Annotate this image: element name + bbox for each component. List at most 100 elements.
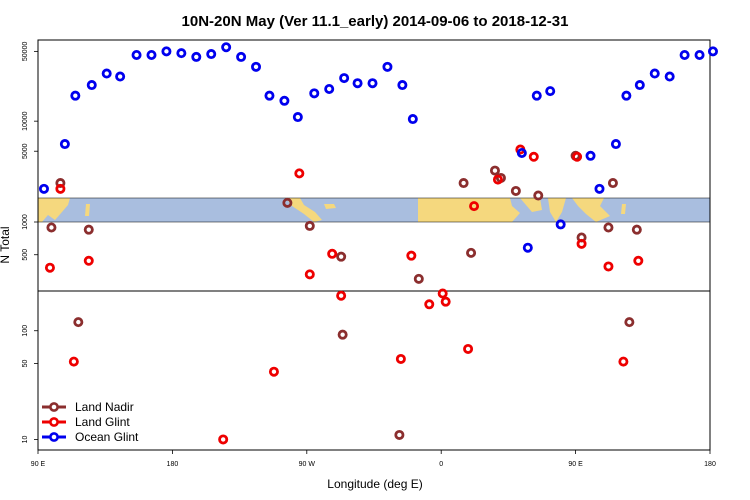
data-point [337, 329, 348, 340]
data-point [603, 222, 614, 233]
x-tick-label: 180 [704, 461, 716, 468]
data-point [146, 49, 157, 60]
legend-marker-land-nadir [49, 402, 59, 412]
legend-marker-ocean-glint [49, 432, 59, 442]
data-point [407, 114, 418, 125]
data-point [631, 224, 642, 235]
data-point [294, 168, 305, 179]
data-point [46, 222, 57, 233]
data-point [83, 255, 94, 266]
x-tick-label: 90 E [31, 461, 46, 468]
data-point [528, 151, 539, 162]
land-se-asia [572, 198, 610, 222]
data-point [585, 150, 596, 161]
data-point [336, 251, 347, 262]
legend-label-land-glint: Land Glint [75, 415, 130, 429]
data-point [38, 183, 49, 194]
y-tick: 50 [22, 359, 38, 367]
data-point [268, 366, 279, 377]
data-point [176, 48, 187, 59]
data-point [327, 248, 338, 259]
data-point [679, 49, 690, 60]
data-point [131, 49, 142, 60]
data-point [191, 51, 202, 62]
data-point [406, 250, 417, 261]
data-point [510, 185, 521, 196]
data-point [218, 434, 229, 445]
y-tick: 500 [22, 249, 38, 261]
land-asia-west [38, 198, 70, 222]
data-point [70, 90, 81, 101]
data-point [55, 178, 66, 189]
x-tick: 90 W [299, 450, 316, 468]
data-point [664, 71, 675, 82]
data-point [264, 90, 275, 101]
data-point [221, 42, 232, 53]
data-point [555, 219, 566, 230]
data-point [463, 343, 474, 354]
series-ocean-glint [38, 42, 718, 253]
x-tick: 180 [167, 450, 178, 468]
data-point [382, 61, 393, 72]
data-point [292, 112, 303, 123]
map-strip [38, 197, 710, 223]
y-tick-label: 500 [22, 249, 29, 261]
legend-marker-land-glint [49, 417, 59, 427]
x-tick: 90 E [568, 450, 583, 468]
y-tick: 10 [22, 435, 38, 443]
data-point [624, 317, 635, 328]
data-point [68, 356, 79, 367]
data-point [339, 73, 350, 84]
data-point [309, 88, 320, 99]
series-land-nadir [46, 150, 642, 440]
data-point [336, 290, 347, 301]
data-point [603, 261, 614, 272]
legend-item-ocean-glint: Ocean Glint [42, 430, 139, 444]
data-point [458, 178, 469, 189]
land-philippines [621, 204, 626, 214]
data-point [206, 49, 217, 60]
data-point [44, 262, 55, 273]
data-point [610, 139, 621, 150]
data-point [516, 147, 527, 158]
y-tick-label: 10 [22, 435, 29, 443]
land-pacific-islands [85, 204, 90, 216]
land-caribbean [324, 204, 336, 209]
x-tick: 90 E [31, 450, 46, 468]
legend-item-land-glint: Land Glint [42, 415, 130, 429]
data-point [324, 83, 335, 94]
data-point [649, 68, 660, 79]
points-layer [38, 42, 718, 445]
x-tick-label: 90 E [568, 461, 583, 468]
x-tick: 0 [439, 450, 443, 468]
data-point [694, 49, 705, 60]
y-tick-label: 5000 [22, 143, 29, 159]
map-land-blobs [38, 198, 626, 222]
y-tick: 10000 [22, 111, 38, 131]
legend-label-ocean-glint: Ocean Glint [75, 430, 139, 444]
data-point [424, 299, 435, 310]
legend-label-land-nadir: Land Nadir [75, 400, 134, 414]
data-point [304, 269, 315, 280]
legend: Land Nadir Land Glint Ocean Glint [42, 400, 139, 444]
data-point [161, 46, 172, 57]
y-tick: 100 [22, 325, 38, 337]
chart-title: 10N-20N May (Ver 11.1_early) 2014-09-06 … [182, 13, 569, 30]
data-point [86, 80, 97, 91]
data-point [634, 80, 645, 91]
data-point [115, 71, 126, 82]
y-tick: 50000 [22, 42, 38, 61]
x-tick-label: 0 [439, 461, 443, 468]
data-point [707, 46, 718, 57]
y-axis-ticks: 10 50 100 500 1000 5000 10000 50000 [22, 42, 38, 443]
data-point [352, 78, 363, 89]
y-tick: 1000 [22, 214, 38, 230]
x-axis-ticks: 90 E 180 90 W 0 90 E 180 [31, 450, 716, 468]
data-point [367, 78, 378, 89]
data-point [83, 224, 94, 235]
data-point [59, 139, 70, 150]
x-tick-label: 90 W [299, 461, 316, 468]
data-point [395, 353, 406, 364]
data-point [279, 95, 290, 106]
data-point [73, 317, 84, 328]
